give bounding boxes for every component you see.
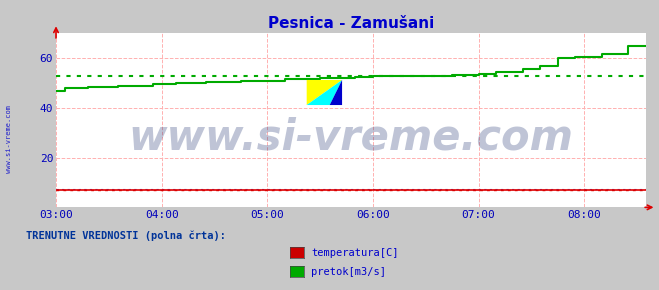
Polygon shape bbox=[330, 80, 342, 105]
Text: www.si-vreme.com: www.si-vreme.com bbox=[5, 105, 12, 173]
Title: Pesnica - Zamušani: Pesnica - Zamušani bbox=[268, 16, 434, 31]
Text: TRENUTNE VREDNOSTI (polna črta):: TRENUTNE VREDNOSTI (polna črta): bbox=[26, 231, 226, 241]
Text: temperatura[C]: temperatura[C] bbox=[311, 248, 399, 258]
Text: www.si-vreme.com: www.si-vreme.com bbox=[129, 117, 573, 159]
Polygon shape bbox=[306, 80, 342, 105]
Polygon shape bbox=[306, 80, 342, 105]
Text: pretok[m3/s]: pretok[m3/s] bbox=[311, 267, 386, 277]
